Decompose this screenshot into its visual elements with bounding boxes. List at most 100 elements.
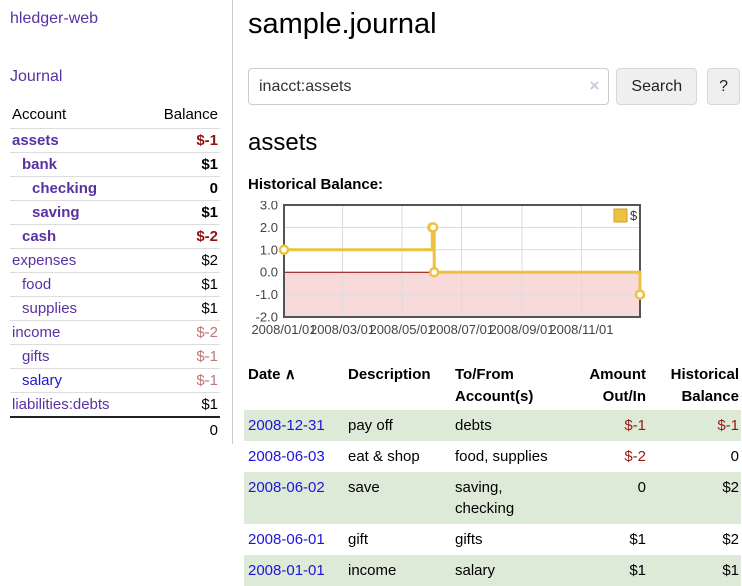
sidebar: hledger-web Journal Account Balance asse… [0, 0, 233, 444]
transaction-description: save [348, 478, 380, 496]
x-tick-label: 2008/11/01 [549, 322, 613, 337]
transaction-date-link[interactable]: 2008-12-31 [248, 416, 325, 434]
transaction-description: gift [348, 530, 369, 548]
transaction-date-link[interactable]: 2008-06-01 [248, 530, 325, 548]
y-tick-label: 0.0 [260, 265, 278, 280]
search-form: × Search ? [248, 68, 740, 105]
account-row: income $-2 [10, 320, 220, 345]
main-content: sample.journal × Search ? assets Histori… [244, 0, 741, 586]
account-row: cash $-2 [10, 224, 220, 249]
account-row: bank $1 [10, 152, 220, 177]
transaction-accounts: salary [455, 561, 496, 579]
account-link[interactable]: salary [22, 372, 63, 389]
account-row: checking 0 [10, 176, 220, 201]
register-col-balance: Historical Balance [670, 366, 739, 405]
data-point-marker [278, 244, 290, 256]
transaction-balance: $1 [722, 561, 739, 579]
x-tick-label: 2008/09/01 [489, 322, 554, 337]
y-tick-label: -2.0 [256, 310, 278, 325]
account-balance: $-2 [142, 224, 220, 249]
y-tick-label: 1.0 [260, 242, 278, 257]
transaction-balance: $2 [722, 530, 739, 548]
plot-border [283, 204, 641, 318]
register-row: 2008-06-03 eat & shop food, supplies $-2 0 [244, 441, 741, 472]
account-row: food $1 [10, 272, 220, 297]
accounts-table: Account Balance assets $-1 bank $1 checking 0… [10, 104, 220, 443]
transaction-amount: $1 [629, 530, 646, 548]
account-balance: $1 [142, 296, 220, 321]
transaction-amount: $-2 [624, 447, 646, 465]
register-col-date: Date ∧ [248, 366, 296, 383]
account-row: saving $1 [10, 200, 220, 225]
register-col-description: Description [348, 366, 431, 383]
x-tick-label: 2008/05/01 [369, 322, 434, 337]
account-balance: $-1 [142, 344, 220, 369]
account-link[interactable]: bank [22, 156, 58, 173]
search-input[interactable] [248, 68, 610, 105]
page-title: sample.journal [248, 8, 437, 40]
account-row: supplies $1 [10, 296, 220, 321]
accounts-col-account: Account [12, 106, 67, 123]
transaction-balance: $2 [722, 478, 739, 496]
legend-swatch [613, 208, 628, 223]
historical-balance-chart: 2008/01/01 2008/03/01 2008/05/01 2008/07/01… [248, 198, 740, 348]
chart-heading: Historical Balance: [248, 176, 384, 193]
account-balance: $-1 [142, 128, 220, 153]
transaction-description: income [348, 561, 397, 579]
clear-search-icon[interactable]: × [589, 76, 600, 95]
accounts-rows: assets $-1 bank $1 checking 0 saving $1 cash $-2 e… [10, 128, 220, 417]
x-tick-label: 2008/01/01 [251, 322, 316, 337]
account-row: salary $-1 [10, 368, 220, 393]
y-tick-label: 3.0 [260, 201, 278, 213]
register-table: Date ∧ Description To/From Account(s) Am… [244, 362, 741, 586]
register-row: 2008-12-31 pay off debts $-1 $-1 [244, 409, 741, 441]
register-row: 2008-01-01 income salary $1 $1 [244, 554, 741, 586]
transaction-accounts: debts [455, 416, 492, 434]
account-link[interactable]: food [22, 276, 52, 293]
account-link[interactable]: expenses [12, 252, 77, 269]
account-link[interactable]: checking [32, 180, 98, 197]
transaction-date-link[interactable]: 2008-01-01 [248, 561, 325, 579]
x-tick-label: 2008/07/01 [429, 322, 494, 337]
account-link[interactable]: supplies [22, 300, 78, 317]
transaction-amount: $-1 [624, 416, 646, 434]
account-balance: $1 [142, 152, 220, 177]
register-col-amount: Amount Out/In [589, 366, 646, 405]
account-row: expenses $2 [10, 248, 220, 273]
account-row: assets $-1 [10, 128, 220, 153]
register-row: 2008-06-02 save saving, checking 0 $2 [244, 471, 741, 524]
transaction-accounts: saving, checking [455, 478, 515, 517]
account-link[interactable]: income [12, 324, 61, 341]
account-link[interactable]: gifts [22, 348, 50, 365]
sidebar-item-journal[interactable]: Journal [10, 68, 63, 85]
account-balance: $1 [142, 200, 220, 225]
account-balance: $1 [142, 272, 220, 297]
help-button[interactable]: ? [707, 68, 740, 105]
search-button[interactable]: Search [616, 68, 698, 105]
data-point-marker [634, 289, 646, 300]
account-balance: $2 [142, 248, 220, 273]
account-link[interactable]: saving [32, 204, 80, 221]
transaction-amount: $1 [629, 561, 646, 579]
account-link[interactable]: liabilities:debts [12, 396, 110, 413]
x-tick-label: 2008/03/01 [310, 322, 375, 337]
app-title-link[interactable]: hledger-web [10, 10, 99, 27]
transaction-balance: $-1 [717, 416, 739, 434]
transaction-balance: 0 [730, 447, 739, 465]
accounts-col-balance: Balance [163, 106, 218, 123]
transaction-description: pay off [348, 416, 393, 434]
transaction-date-link[interactable]: 2008-06-02 [248, 478, 325, 496]
account-balance: $-1 [142, 368, 220, 393]
accounts-total-value: 0 [142, 416, 220, 443]
transaction-accounts: food, supplies [455, 447, 548, 465]
legend-label: $ [630, 208, 638, 223]
transaction-date-link[interactable]: 2008-06-03 [248, 447, 325, 465]
account-link[interactable]: assets [12, 132, 59, 149]
account-link[interactable]: cash [22, 228, 57, 245]
y-tick-label: -1.0 [256, 287, 278, 302]
account-row: gifts $-1 [10, 344, 220, 369]
transaction-amount: 0 [637, 478, 646, 496]
register-row: 2008-06-01 gift gifts $1 $2 [244, 524, 741, 555]
account-row: liabilities:debts $1 [10, 392, 220, 417]
account-heading: assets [248, 129, 318, 156]
